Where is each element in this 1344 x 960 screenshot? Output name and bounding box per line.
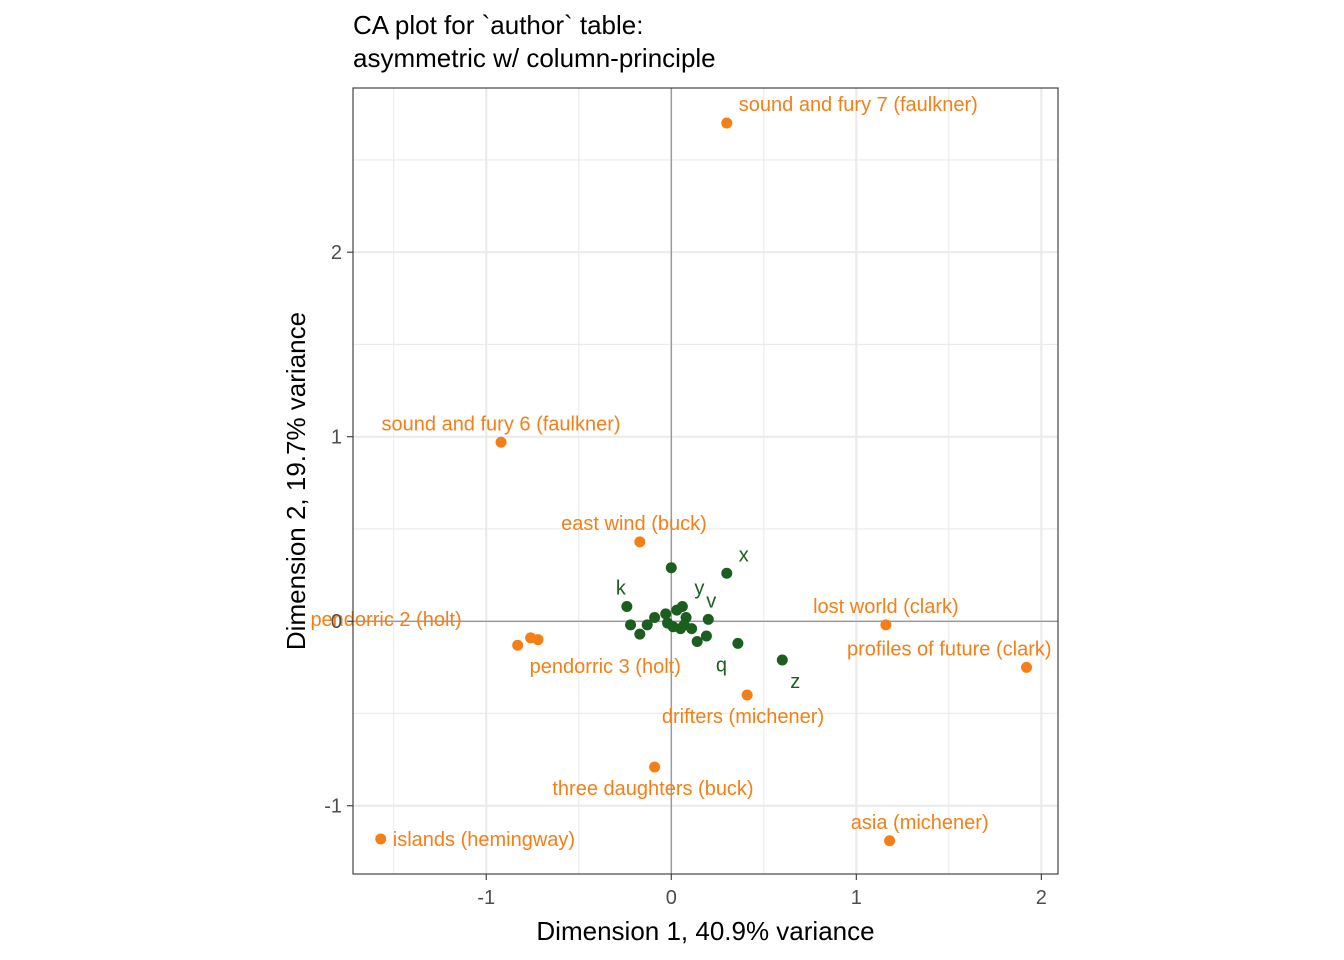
data-point [671,604,683,616]
point-label: sound and fury 7 (faulkner) [739,94,978,116]
chart-title: CA plot for `author` table: [353,10,643,40]
point-label: pendorric 2 (holt) [310,609,461,631]
point-label: x [739,544,749,566]
point-label: z [790,671,800,693]
x-tick-label: 2 [1036,887,1047,909]
data-point [691,636,703,648]
y-tick-label: -1 [324,796,342,818]
panel-border [352,87,1059,875]
data-point [884,835,896,847]
y-axis-title: Dimension 2, 19.7% variance [281,312,311,650]
point-label: y [694,577,704,599]
point-label: v [706,590,716,612]
y-axis: -1 0 1 2 [324,242,353,818]
point-label: east wind (buck) [561,513,707,535]
x-axis: -1 0 1 2 [477,874,1047,909]
data-point [649,761,661,773]
x-tick-label: 1 [851,887,862,909]
y-tick-label: 2 [331,242,342,264]
data-point [686,623,698,635]
data-point [721,567,733,579]
data-point [1021,661,1033,673]
data-point [880,619,892,631]
point-label: islands (hemingway) [393,829,575,851]
point-label: drifters (michener) [662,706,824,728]
point-label: q [716,654,727,676]
y-tick-label: 0 [331,611,342,633]
data-point [660,608,672,620]
point-label: sound and fury 6 (faulkner) [382,413,621,435]
data-point [634,536,646,548]
data-point [641,619,653,631]
data-point [732,637,744,649]
plot-panel [353,88,1058,874]
data-points [375,117,1033,847]
y-tick-label: 1 [331,427,342,449]
point-label: lost world (clark) [813,596,959,618]
point-label: profiles of future (clark) [847,638,1052,660]
chart-subtitle: asymmetric w/ column-principle [353,43,716,73]
panel-frame [352,87,1059,875]
point-labels: sound and fury 7 (faulkner) sound and fur… [310,94,1051,851]
data-point [532,634,544,646]
x-axis-title: Dimension 1, 40.9% variance [536,916,874,946]
data-point [495,436,507,448]
data-point [700,630,712,642]
point-label: pendorric 3 (holt) [530,656,681,678]
data-point [621,600,633,612]
data-point [702,613,714,625]
data-point [634,628,646,640]
data-point [512,639,524,651]
data-point [649,612,661,624]
data-point [776,654,788,666]
x-tick-label: -1 [477,887,495,909]
x-tick-label: 0 [666,887,677,909]
point-label: three daughters (buck) [552,778,753,800]
data-point [741,689,753,701]
data-point [721,117,733,129]
data-point [625,619,637,631]
data-point [375,833,387,845]
data-point [665,562,677,574]
minor-gridlines [353,88,1058,874]
point-label: k [616,577,627,599]
point-label: asia (michener) [851,812,989,834]
panel-background [353,88,1058,874]
